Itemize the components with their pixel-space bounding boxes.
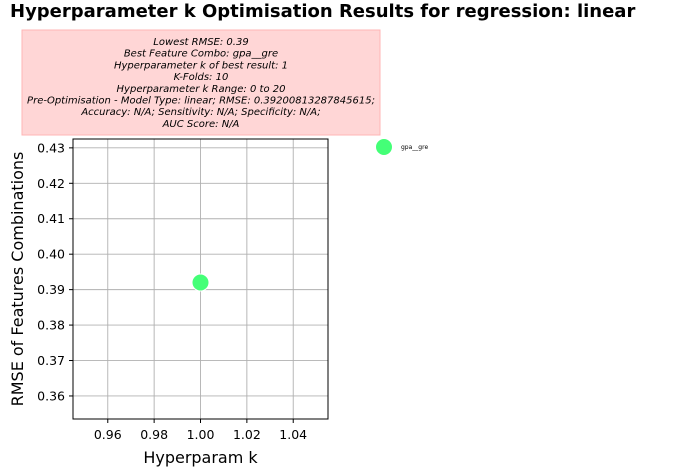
info-line: AUC Score: N/A: [162, 119, 240, 130]
x-tick-label: 1.04: [279, 427, 307, 442]
grid: [73, 139, 328, 419]
y-tick-label: 0.40: [37, 247, 65, 262]
info-line: Best Feature Combo: gpa__gre: [124, 49, 278, 60]
y-tick-label: 0.38: [37, 318, 65, 333]
info-line: Lowest RMSE: 0.39: [153, 37, 248, 48]
y-tick-label: 0.36: [37, 388, 65, 403]
info-line: Accuracy: N/A; Sensitivity: N/A; Specifi…: [80, 107, 320, 118]
x-tick-label: 1.00: [187, 427, 215, 442]
info-box: [21, 29, 381, 136]
x-axis-label: Hyperparam k: [143, 448, 258, 467]
y-tick-label: 0.42: [37, 176, 65, 191]
data-points: [191, 273, 210, 292]
y-tick-label: 0.37: [37, 353, 65, 368]
y-tick-label: 0.41: [37, 211, 65, 226]
chart-title: Hyperparameter k Optimisation Results fo…: [10, 1, 635, 22]
y-tick-label: 0.39: [37, 282, 65, 297]
data-point: [191, 273, 210, 292]
legend: gpa__gre: [375, 138, 428, 156]
legend-marker: [375, 138, 393, 156]
info-line: K-Folds: 10: [174, 72, 229, 83]
axis-ticks: 0.96 0.98 1.00 1.02 1.04 0.36 0.37 0.38 0.39 0.40…: [37, 140, 307, 442]
legend-label: gpa__gre: [401, 144, 428, 151]
x-tick-label: 0.96: [94, 427, 122, 442]
y-tick-label: 0.43: [37, 140, 65, 155]
x-tick-label: 0.98: [140, 427, 168, 442]
info-line: Pre-Optimisation - Model Type: linear; R…: [27, 96, 375, 107]
x-tick-label: 1.02: [233, 427, 261, 442]
info-line: Hyperparameter k of best result: 1: [114, 60, 288, 71]
y-axis-label: RMSE of Features Combinations: [8, 152, 27, 407]
info-line: Hyperparameter k Range: 0 to 20: [117, 84, 286, 95]
